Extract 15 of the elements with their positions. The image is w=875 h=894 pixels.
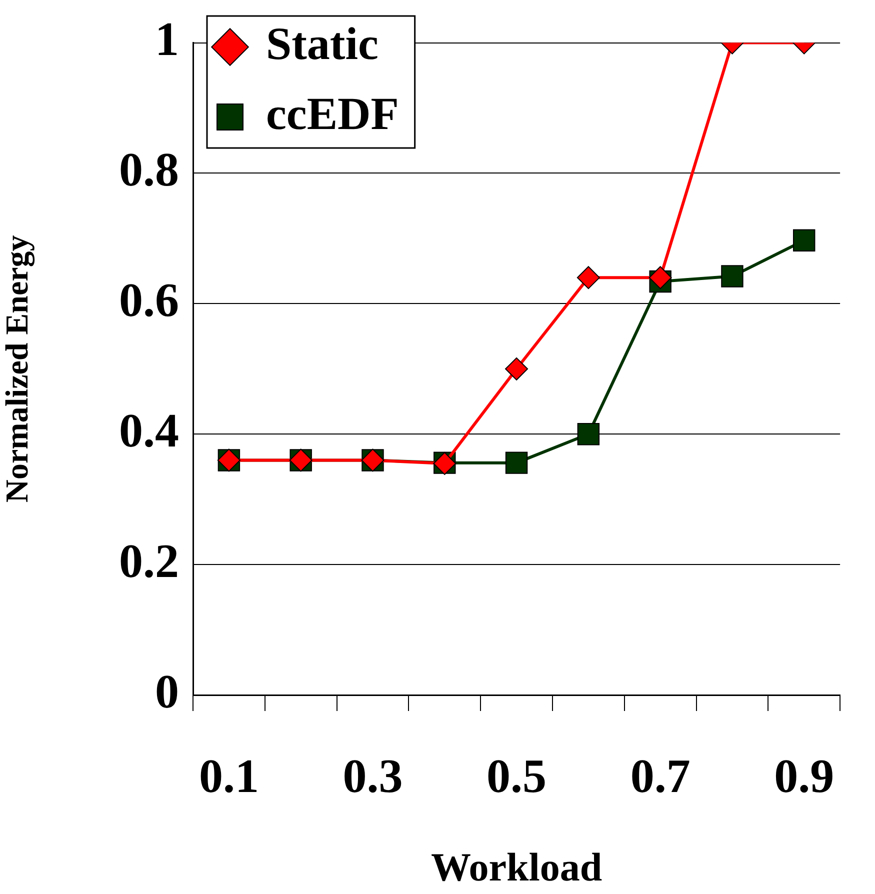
x-tick-label: 0.9 — [774, 750, 834, 804]
x-axis-title: Workload — [430, 844, 602, 890]
y-tick-label: 0.2 — [119, 534, 179, 588]
x-tick-label: 0.7 — [630, 750, 690, 804]
y-tick-label: 0.6 — [119, 274, 179, 328]
y-tick-label: 0.8 — [119, 144, 179, 197]
y-tick-label: 0 — [155, 665, 179, 718]
legend-label: Static — [266, 18, 378, 69]
y-tick-label: 1 — [155, 13, 179, 66]
y-tick-label: 0.4 — [119, 404, 179, 458]
x-tick-label: 0.5 — [486, 750, 547, 804]
x-tick-label: 0.1 — [198, 750, 259, 804]
x-tick-label: 0.3 — [342, 750, 403, 804]
y-axis-title: Normalized Energy — [0, 235, 36, 503]
legend-label: ccEDF — [266, 88, 399, 139]
